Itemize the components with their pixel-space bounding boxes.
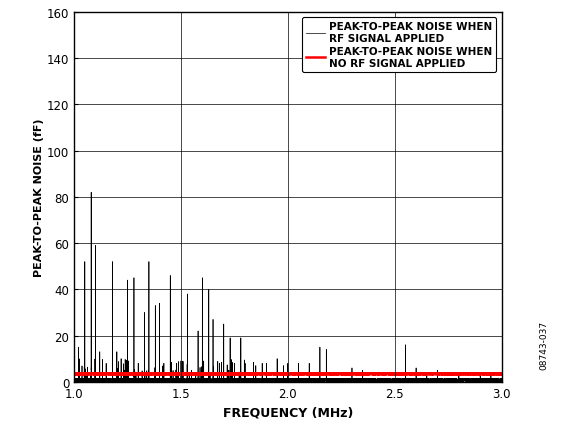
PEAK-TO-PEAK NOISE WHEN
RF SIGNAL APPLIED [154, 377, 161, 382]
PEAK-TO-PEAK NOISE WHEN
RF SIGNAL APPLIED [88, 190, 95, 195]
PEAK-TO-PEAK NOISE WHEN
NO RF SIGNAL APPLIED [115, 371, 121, 376]
Line: PEAK-TO-PEAK NOISE WHEN
RF SIGNAL APPLIED: PEAK-TO-PEAK NOISE WHEN RF SIGNAL APPLIE… [74, 193, 502, 382]
X-axis label: FREQUENCY (MHz): FREQUENCY (MHz) [223, 405, 353, 418]
PEAK-TO-PEAK NOISE WHEN
RF SIGNAL APPLIED [115, 376, 121, 381]
PEAK-TO-PEAK NOISE WHEN
RF SIGNAL APPLIED [360, 378, 367, 383]
Text: 08743-037: 08743-037 [540, 320, 549, 369]
Line: PEAK-TO-PEAK NOISE WHEN
NO RF SIGNAL APPLIED: PEAK-TO-PEAK NOISE WHEN NO RF SIGNAL APP… [74, 373, 502, 374]
PEAK-TO-PEAK NOISE WHEN
NO RF SIGNAL APPLIED [142, 372, 149, 377]
PEAK-TO-PEAK NOISE WHEN
NO RF SIGNAL APPLIED [71, 372, 78, 377]
PEAK-TO-PEAK NOISE WHEN
NO RF SIGNAL APPLIED [365, 371, 372, 376]
Legend: PEAK-TO-PEAK NOISE WHEN
RF SIGNAL APPLIED, PEAK-TO-PEAK NOISE WHEN
NO RF SIGNAL : PEAK-TO-PEAK NOISE WHEN RF SIGNAL APPLIE… [302, 18, 496, 73]
PEAK-TO-PEAK NOISE WHEN
RF SIGNAL APPLIED [71, 378, 78, 383]
PEAK-TO-PEAK NOISE WHEN
NO RF SIGNAL APPLIED [498, 372, 505, 377]
PEAK-TO-PEAK NOISE WHEN
RF SIGNAL APPLIED [248, 379, 255, 385]
PEAK-TO-PEAK NOISE WHEN
RF SIGNAL APPLIED [320, 378, 327, 383]
PEAK-TO-PEAK NOISE WHEN
RF SIGNAL APPLIED [498, 378, 505, 383]
Y-axis label: PEAK-TO-PEAK NOISE (fF): PEAK-TO-PEAK NOISE (fF) [34, 118, 44, 276]
PEAK-TO-PEAK NOISE WHEN
RF SIGNAL APPLIED [478, 376, 484, 381]
PEAK-TO-PEAK NOISE WHEN
RF SIGNAL APPLIED [365, 378, 372, 384]
PEAK-TO-PEAK NOISE WHEN
NO RF SIGNAL APPLIED [154, 372, 161, 377]
PEAK-TO-PEAK NOISE WHEN
NO RF SIGNAL APPLIED [320, 371, 327, 376]
PEAK-TO-PEAK NOISE WHEN
NO RF SIGNAL APPLIED [302, 371, 309, 376]
PEAK-TO-PEAK NOISE WHEN
NO RF SIGNAL APPLIED [360, 372, 367, 377]
PEAK-TO-PEAK NOISE WHEN
NO RF SIGNAL APPLIED [478, 372, 484, 377]
